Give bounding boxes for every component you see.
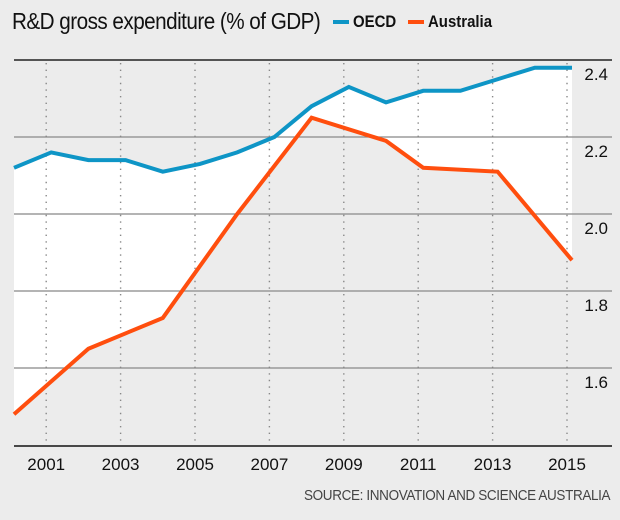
series-lines (12, 65, 574, 416)
tick-labels: 2.4 2.2 2.0 1.8 1.6 2001 2003 2005 2007 2009 2011 2… (27, 65, 608, 474)
y-tick-label: 2.4 (584, 65, 608, 84)
x-tick-label: 2013 (474, 455, 512, 474)
x-tick-label: 2015 (548, 455, 586, 474)
series-line-oecd (13, 65, 572, 174)
legend-swatch-australia (407, 19, 424, 24)
y-tick-label: 1.8 (584, 296, 608, 315)
y-tick-label: 2.0 (584, 219, 608, 238)
x-tick-label: 2011 (400, 455, 437, 474)
legend-item-oecd: OECD (332, 11, 402, 32)
x-tick-label: 2009 (325, 455, 363, 474)
chart-header: R&D gross expenditure (% of GDP) OECD Au… (12, 8, 506, 35)
x-tick-label: 2003 (102, 455, 140, 474)
fill-between-area (14, 67, 572, 415)
x-tick-label: 2005 (176, 455, 214, 474)
x-tick-label: 2001 (27, 455, 65, 474)
x-tick-label: 2007 (250, 455, 288, 474)
legend-swatch-oecd (332, 19, 349, 24)
legend: OECD Australia (332, 11, 507, 32)
source-note: SOURCE: INNOVATION AND SCIENCE AUSTRALIA (303, 487, 611, 504)
y-tick-label: 1.6 (584, 373, 608, 392)
y-tick-label: 2.2 (584, 142, 608, 161)
chart-title: R&D gross expenditure (% of GDP) (12, 8, 321, 34)
series-line-australia (12, 115, 574, 416)
gridlines (14, 59, 612, 447)
legend-label-oecd: OECD (352, 11, 396, 31)
legend-label-australia: Australia (427, 11, 492, 31)
fill-between-series (14, 67, 572, 415)
legend-item-australia: Australia (407, 11, 501, 32)
